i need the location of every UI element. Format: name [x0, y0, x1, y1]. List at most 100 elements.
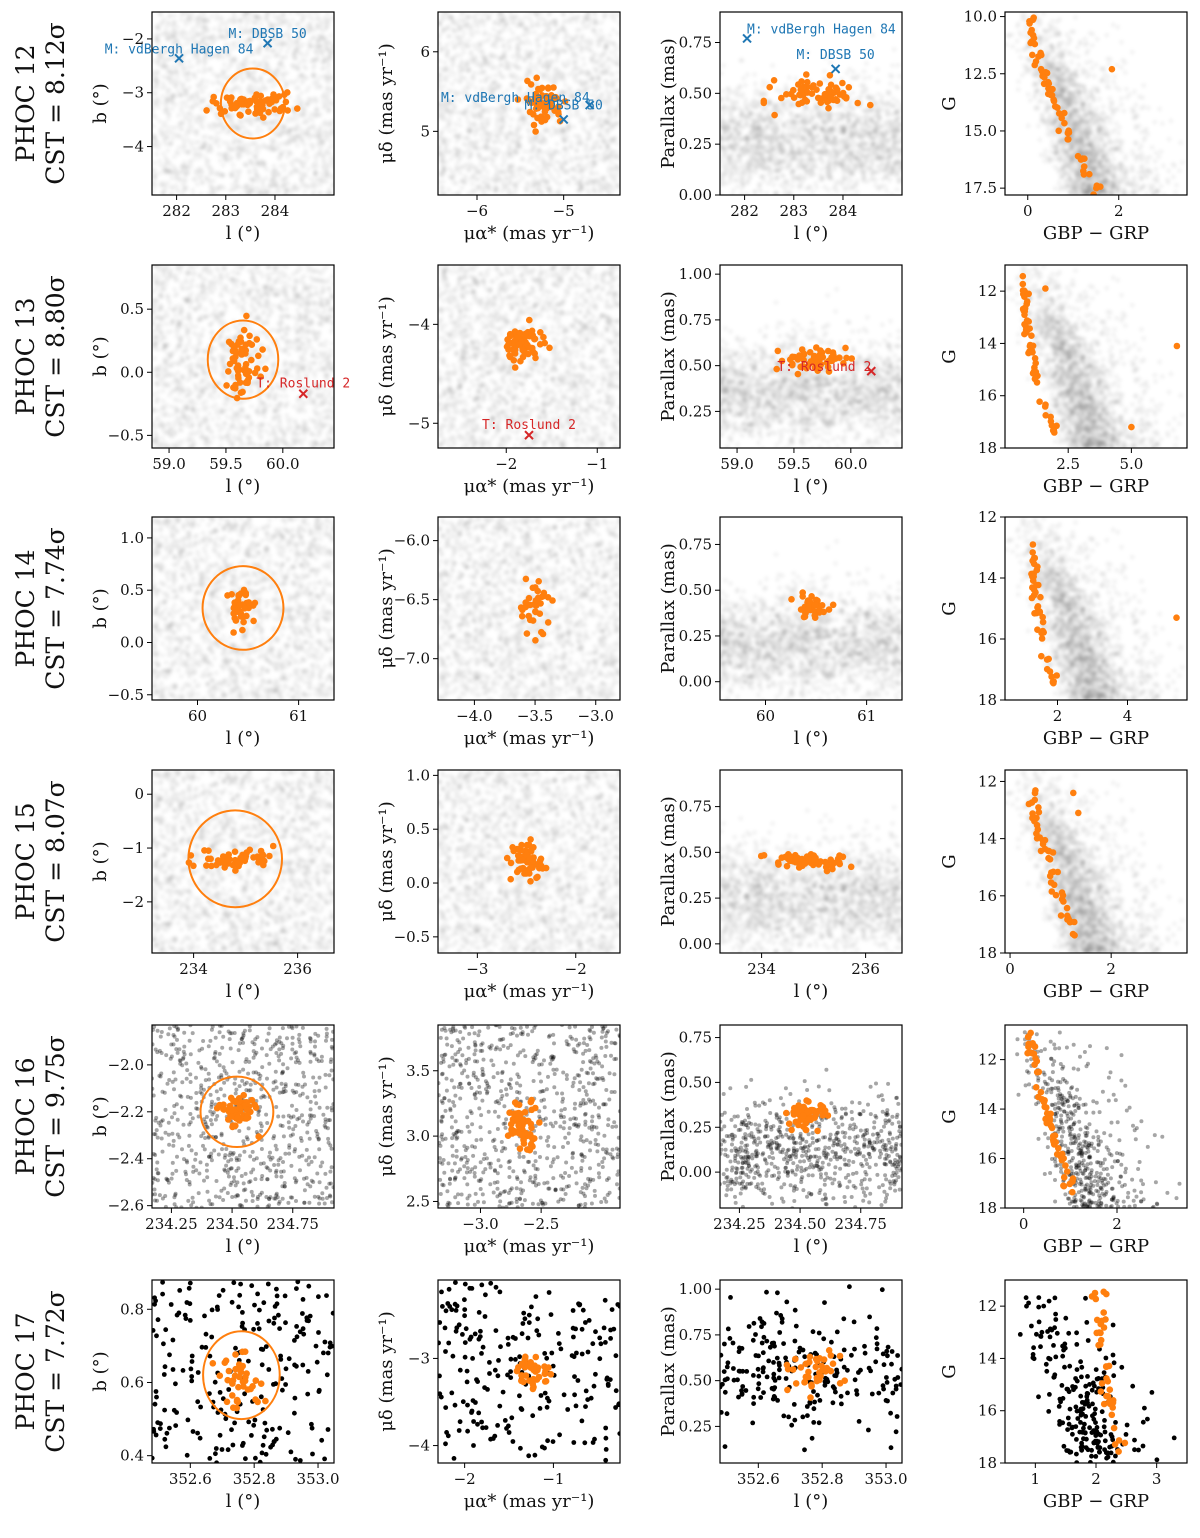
field-star — [298, 44, 303, 50]
field-star — [504, 113, 510, 119]
field-star — [259, 41, 264, 46]
field-star — [615, 56, 620, 62]
field-star — [560, 60, 566, 66]
field-star — [512, 182, 518, 188]
field-star — [258, 31, 264, 37]
field-star — [478, 103, 484, 109]
field-star — [607, 33, 613, 38]
field-star — [262, 187, 268, 193]
field-star — [520, 175, 526, 181]
field-star — [739, 186, 745, 191]
field-star — [171, 48, 177, 53]
field-star — [888, 81, 893, 87]
x-tick-label: 282 — [162, 202, 191, 220]
field-star — [497, 149, 503, 155]
field-star — [537, 60, 543, 65]
field-star — [441, 102, 447, 108]
field-star — [591, 154, 596, 160]
field-star — [249, 150, 254, 156]
field-star — [174, 39, 180, 44]
field-star — [786, 182, 791, 188]
field-star — [187, 39, 192, 45]
field-star — [614, 44, 619, 50]
field-star — [285, 18, 290, 23]
field-star — [297, 100, 303, 106]
field-star — [778, 89, 784, 95]
field-star — [160, 81, 166, 86]
field-star — [861, 197, 866, 202]
field-star — [318, 43, 324, 49]
field-star — [446, 23, 451, 29]
field-star — [474, 187, 479, 193]
field-star — [523, 55, 529, 61]
field-star — [513, 13, 519, 19]
field-star — [872, 141, 877, 147]
field-star — [280, 65, 286, 70]
field-star — [573, 59, 579, 64]
field-star — [519, 76, 525, 82]
field-star — [544, 59, 549, 65]
field-star — [209, 13, 214, 19]
field-star — [602, 67, 608, 73]
field-star — [508, 106, 513, 111]
field-star — [170, 41, 176, 46]
field-star — [882, 183, 888, 189]
field-star — [446, 34, 451, 39]
field-star — [161, 16, 167, 22]
field-star — [500, 108, 505, 114]
field-star — [225, 140, 231, 146]
field-star — [204, 41, 209, 46]
field-star — [562, 36, 568, 41]
field-star — [296, 169, 302, 175]
field-star — [321, 105, 327, 111]
field-star — [864, 158, 869, 164]
field-star — [539, 167, 545, 173]
field-star — [330, 182, 334, 187]
field-star — [215, 187, 221, 193]
field-star — [277, 71, 282, 77]
field-star — [155, 61, 161, 67]
field-star — [600, 92, 605, 98]
field-star — [280, 14, 286, 20]
field-star — [184, 31, 190, 36]
field-star — [206, 103, 211, 108]
field-star — [294, 117, 300, 122]
field-star — [200, 134, 206, 140]
field-star — [495, 99, 501, 105]
field-star — [839, 116, 845, 122]
field-star — [526, 182, 532, 188]
field-star — [257, 50, 262, 56]
field-star — [465, 68, 471, 74]
field-star — [236, 173, 242, 178]
field-star — [152, 174, 157, 180]
field-star — [178, 30, 184, 36]
field-star — [764, 123, 770, 128]
field-star — [725, 96, 731, 102]
field-star — [547, 12, 553, 16]
y-tick-label: −3 — [122, 84, 144, 102]
field-star — [475, 151, 481, 157]
field-star — [246, 38, 251, 44]
field-star — [547, 147, 553, 153]
field-star — [525, 186, 531, 192]
field-star — [152, 160, 158, 166]
field-star — [159, 21, 165, 27]
field-star — [221, 185, 227, 191]
field-star — [593, 189, 598, 195]
known-cluster-marker — [558, 114, 569, 125]
field-star — [496, 107, 501, 113]
field-star — [319, 170, 325, 176]
field-star — [540, 160, 546, 166]
field-star — [172, 77, 178, 83]
field-star — [202, 12, 207, 17]
field-star — [220, 47, 226, 52]
field-star — [438, 141, 443, 146]
field-star — [577, 114, 583, 119]
field-star — [438, 179, 442, 185]
field-star — [518, 84, 523, 90]
field-star — [317, 191, 323, 195]
field-star — [154, 151, 160, 157]
field-star — [566, 92, 572, 98]
field-star — [798, 172, 803, 178]
field-star — [325, 85, 330, 91]
